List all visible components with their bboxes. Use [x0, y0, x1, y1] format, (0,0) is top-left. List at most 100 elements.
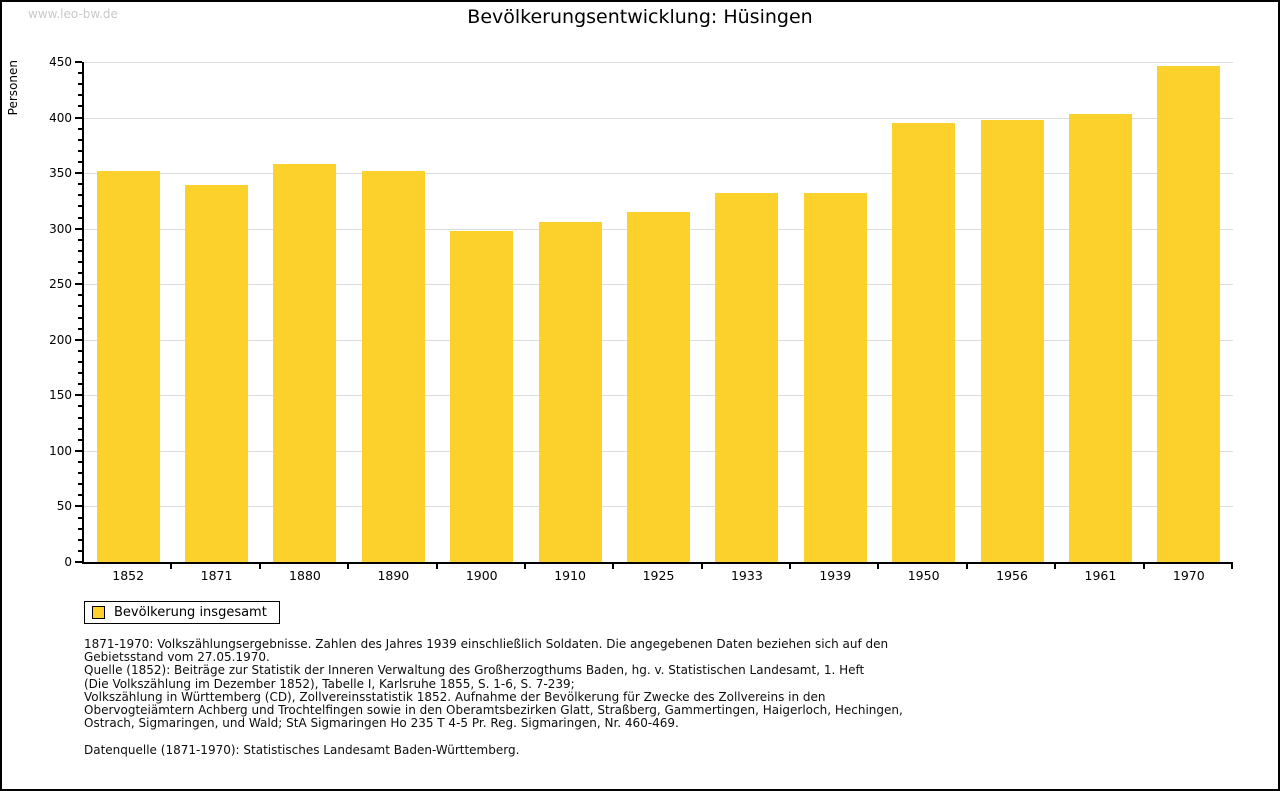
source-footnote: 1871-1970: Volkszählungsergebnisse. Zahl… — [84, 637, 903, 757]
bar — [892, 123, 956, 562]
x-tick-label: 1852 — [112, 568, 145, 583]
y-minor-tick — [78, 316, 82, 319]
footnote-line: Ostrach, Sigmaringen, und Wald; StA Sigm… — [84, 716, 679, 731]
x-tick-label: 1900 — [465, 568, 498, 583]
y-major-tick — [75, 116, 82, 119]
y-minor-tick — [78, 416, 82, 419]
y-minor-tick — [78, 327, 82, 330]
x-boundary-tick — [789, 564, 792, 569]
footnote-line: Gebietsstand vom 27.05.1970. — [84, 650, 270, 665]
legend-label: Bevölkerung insgesamt — [114, 605, 267, 620]
y-tick-label: 350 — [49, 166, 72, 181]
y-major-tick — [75, 338, 82, 341]
bar — [627, 212, 690, 562]
y-minor-tick — [78, 272, 82, 275]
footnote-line: Obervogteiämtern Achberg und Trochtelfin… — [84, 703, 903, 718]
plot-area — [84, 62, 1233, 562]
y-tick-label: 450 — [49, 55, 72, 69]
y-major-tick — [75, 505, 82, 508]
footnote-line: 1871-1970: Volkszählungsergebnisse. Zahl… — [84, 637, 889, 651]
x-tick-label: 1961 — [1084, 568, 1117, 583]
bar — [980, 119, 1044, 562]
y-minor-tick — [78, 105, 82, 108]
y-minor-tick — [78, 383, 82, 386]
x-tick-label: 1890 — [377, 568, 410, 583]
y-minor-tick — [78, 438, 82, 441]
x-tick-label: 1970 — [1172, 568, 1205, 583]
x-tick-label: 1925 — [642, 568, 675, 583]
footnote-line: (Die Volkszählung im Dezember 1852), Tab… — [84, 676, 575, 691]
y-minor-tick — [78, 238, 82, 241]
y-tick-label: 250 — [49, 277, 72, 292]
y-minor-tick — [78, 149, 82, 152]
x-boundary-tick — [612, 564, 615, 569]
y-axis-line — [82, 62, 84, 564]
bar — [1068, 114, 1132, 562]
x-boundary-tick — [1054, 564, 1057, 569]
bar — [538, 222, 602, 562]
bar — [96, 170, 160, 562]
y-major-tick — [75, 561, 82, 563]
x-boundary-tick — [170, 564, 173, 569]
x-boundary-tick — [700, 564, 703, 569]
y-major-tick — [75, 394, 82, 397]
bar — [450, 230, 514, 562]
footnote-line — [84, 730, 903, 743]
y-tick-label: 0 — [64, 555, 72, 569]
y-tick-label: 50 — [56, 499, 72, 514]
y-minor-tick — [78, 72, 82, 75]
x-axis-line — [82, 562, 1233, 564]
gridline — [84, 62, 1233, 63]
legend: Bevölkerung insgesamt — [84, 601, 280, 624]
y-tick-label: 200 — [49, 332, 72, 347]
x-tick-label: 1933 — [730, 568, 763, 583]
gridline — [84, 117, 1233, 119]
y-minor-tick — [78, 461, 82, 463]
y-minor-tick — [78, 216, 82, 219]
legend-swatch-icon — [92, 606, 105, 619]
x-tick-label: 1950 — [907, 568, 940, 583]
y-minor-tick — [78, 138, 82, 141]
y-minor-tick — [78, 183, 82, 186]
bar — [1157, 66, 1221, 562]
watermark: www.leo-bw.de — [28, 7, 118, 21]
y-minor-tick — [78, 205, 82, 208]
y-minor-tick — [78, 538, 82, 541]
y-minor-tick — [78, 472, 82, 475]
y-major-tick — [75, 227, 82, 230]
y-minor-tick — [78, 349, 82, 352]
y-minor-tick — [78, 549, 82, 552]
y-minor-tick — [78, 361, 82, 363]
x-boundary-tick — [347, 564, 350, 569]
y-minor-tick — [78, 83, 82, 86]
y-major-tick — [75, 172, 82, 175]
y-minor-tick — [78, 161, 82, 163]
y-minor-tick — [78, 372, 82, 375]
y-minor-tick — [78, 249, 82, 252]
y-tick-label: 400 — [49, 110, 72, 125]
x-tick-label: 1939 — [819, 568, 852, 583]
y-minor-tick — [78, 127, 82, 130]
y-minor-tick — [78, 527, 82, 530]
x-tick-label: 1956 — [996, 568, 1028, 583]
y-tick-label: 300 — [49, 221, 72, 236]
y-minor-tick — [78, 261, 82, 263]
x-boundary-tick — [435, 564, 438, 569]
footnote-line: Quelle (1852): Beiträge zur Statistik de… — [84, 663, 865, 678]
bar — [361, 170, 425, 562]
y-minor-tick — [78, 94, 82, 97]
y-tick-label: 100 — [49, 443, 72, 458]
x-boundary-tick — [877, 564, 880, 569]
y-minor-tick — [78, 427, 82, 430]
x-tick-label: 1871 — [200, 568, 233, 583]
y-minor-tick — [78, 194, 82, 197]
bar — [803, 193, 867, 562]
x-boundary-tick — [258, 564, 261, 569]
y-minor-tick — [78, 494, 82, 497]
gridline — [84, 173, 1233, 175]
y-axis-title: Personen — [6, 60, 20, 116]
y-major-tick — [75, 449, 82, 452]
bar — [273, 164, 337, 562]
bar — [185, 185, 249, 562]
